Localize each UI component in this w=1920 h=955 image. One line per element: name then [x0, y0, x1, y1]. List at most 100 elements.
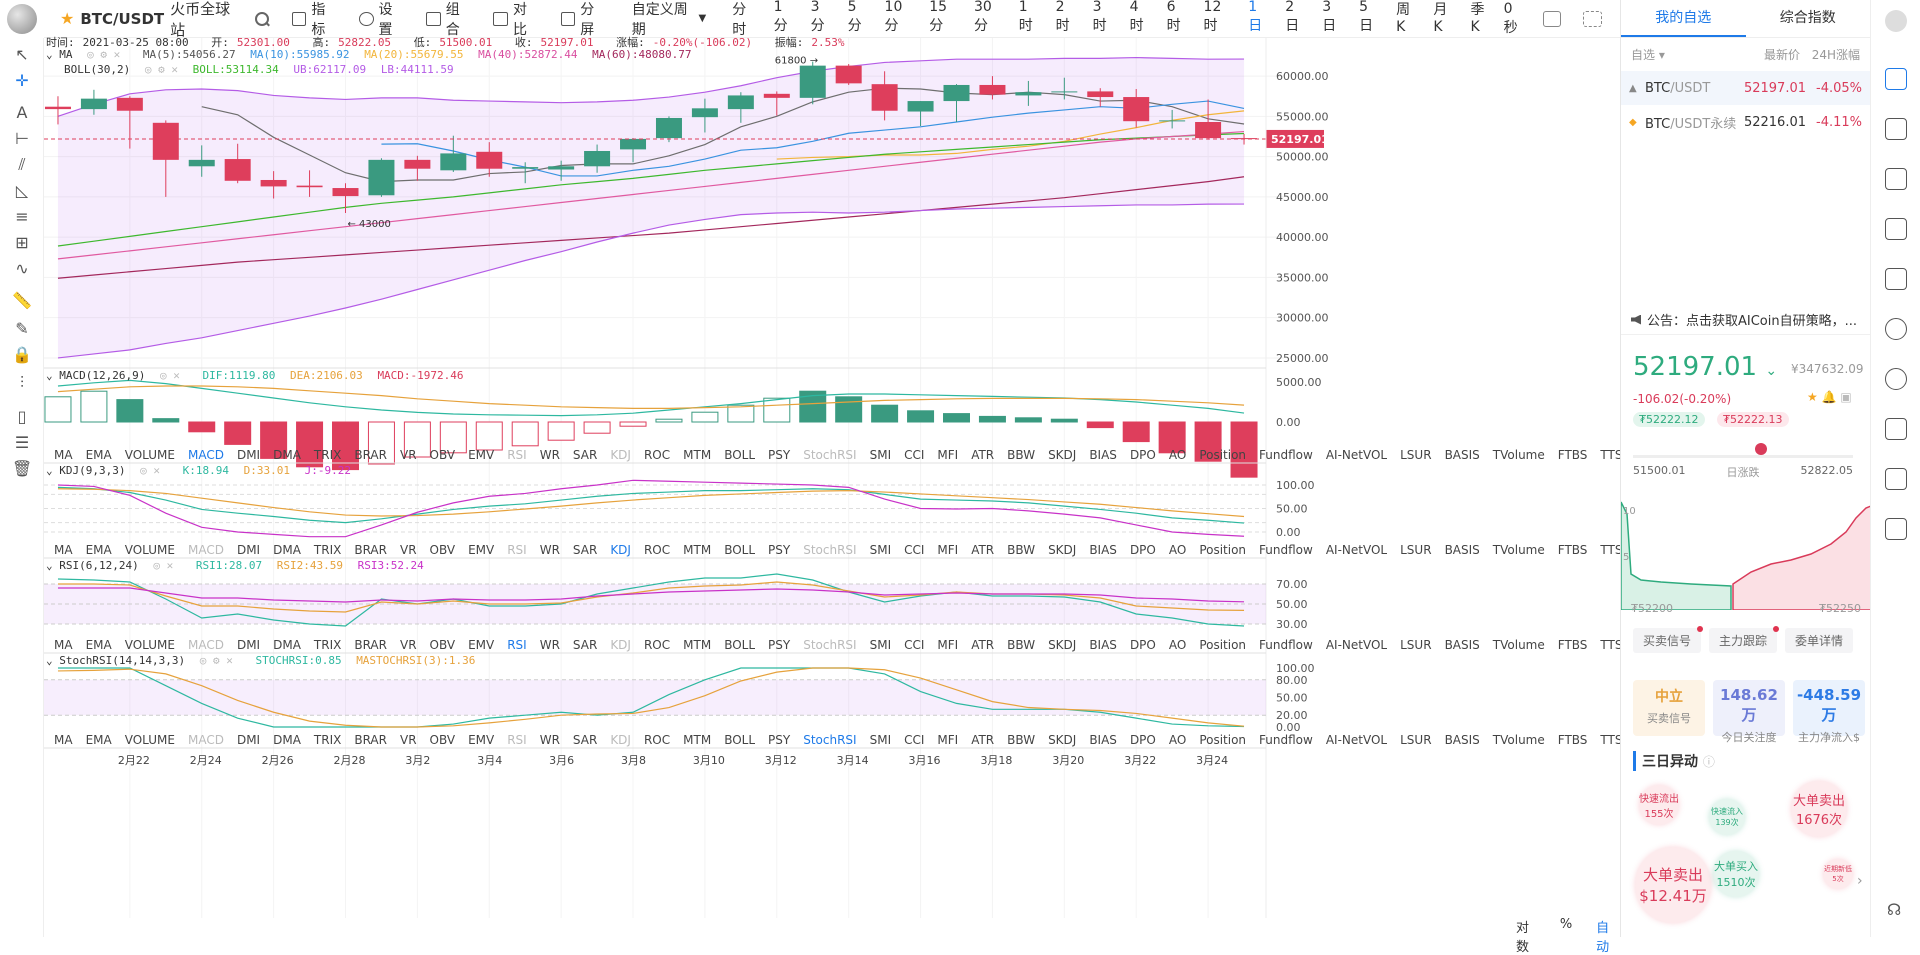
- bubble-big-sell-amount[interactable]: 大单卖出 $12.41万: [1635, 847, 1711, 923]
- stochrsi-legend[interactable]: ⌄ StochRSI(14,14,3,3) ◎ ⚙ ✕ STOCHRSI:0.8…: [46, 654, 476, 667]
- indicator-tab[interactable]: EMA: [85, 733, 112, 747]
- indicator-tab[interactable]: OBV: [429, 448, 456, 462]
- period-tab[interactable]: 2日: [1285, 0, 1300, 34]
- change-column-header[interactable]: 24H涨幅: [1811, 48, 1860, 62]
- rsi-controls-icon[interactable]: ◎ ✕: [153, 559, 174, 572]
- indicator-tab[interactable]: KDJ: [610, 733, 631, 747]
- indicator-tab[interactable]: StochRSI: [803, 638, 857, 652]
- bubble-fast-outflow[interactable]: 快速流出 155次: [1639, 785, 1679, 825]
- indicator-tab[interactable]: RSI: [507, 733, 527, 747]
- period-tab[interactable]: 周K: [1396, 1, 1411, 35]
- chart-area[interactable]: 52197.01 61800 → ← 43000 60000.00 55000.00 50…: [44, 36, 1673, 955]
- indicator-tab[interactable]: EMV: [468, 448, 495, 462]
- indicator-tab[interactable]: SKDJ: [1048, 543, 1077, 557]
- bar-chart-icon[interactable]: [1885, 218, 1907, 240]
- fullscreen-icon[interactable]: [1583, 10, 1602, 27]
- indicator-tab[interactable]: PSY: [768, 733, 791, 747]
- period-tab[interactable]: 3日: [1322, 0, 1337, 34]
- indicator-tab[interactable]: KDJ: [610, 543, 631, 557]
- indicator-tab[interactable]: OBV: [429, 733, 456, 747]
- eye-icon[interactable]: ◎ ⚙ ✕: [87, 48, 121, 61]
- indicator-tab[interactable]: CCI: [904, 543, 925, 557]
- indicator-tab[interactable]: VR: [399, 733, 417, 747]
- indicator-tab[interactable]: FTBS: [1557, 448, 1588, 462]
- indicator-tab[interactable]: DPO: [1129, 543, 1156, 557]
- indicator-tab[interactable]: AO: [1168, 448, 1187, 462]
- period-tab[interactable]: 1时: [1018, 0, 1033, 34]
- indicator-tab[interactable]: DMA: [273, 638, 301, 652]
- indicator-tab[interactable]: BRAR: [354, 638, 387, 652]
- indicator-tab[interactable]: VR: [399, 638, 417, 652]
- indicator-tab[interactable]: SAR: [572, 733, 598, 747]
- indicator-tab[interactable]: RSI: [507, 448, 527, 462]
- search-icon[interactable]: [253, 10, 270, 28]
- tab-my-watchlist[interactable]: 我的自选: [1621, 0, 1746, 37]
- indicator-tab[interactable]: Fundflow: [1259, 448, 1313, 462]
- depth-chart[interactable]: 10 5: [1621, 494, 1871, 610]
- auto-scale-toggle[interactable]: 自动: [1596, 921, 1610, 955]
- indicator-tab[interactable]: TVolume: [1492, 543, 1545, 557]
- indicator-tab[interactable]: MFI: [937, 543, 959, 557]
- indicator-tab[interactable]: SMI: [869, 733, 892, 747]
- indicator-tab[interactable]: BASIS: [1444, 733, 1480, 747]
- indicator-tab[interactable]: PSY: [768, 543, 791, 557]
- indicator-tab[interactable]: TTSI: [1600, 733, 1627, 747]
- percent-toggle[interactable]: %: [1559, 917, 1573, 932]
- indicator-tab[interactable]: ATR: [971, 543, 995, 557]
- indicator-tab[interactable]: BASIS: [1444, 543, 1480, 557]
- indicator-tab[interactable]: EMV: [468, 733, 495, 747]
- indicator-tab[interactable]: MACD: [187, 733, 224, 747]
- wave-tool-icon[interactable]: ∿: [15, 259, 29, 278]
- indicator-tab[interactable]: MACD: [187, 638, 224, 652]
- tab-trade-signal[interactable]: 买卖信号: [1633, 626, 1704, 653]
- indicator-tab[interactable]: AO: [1168, 638, 1187, 652]
- indicator-tab[interactable]: MTM: [683, 733, 712, 747]
- indicator-tab[interactable]: ROC: [643, 638, 671, 652]
- indicator-tab[interactable]: BASIS: [1444, 638, 1480, 652]
- chart-canvas[interactable]: 52197.01 61800 → ← 43000 60000.00 55000.00 50…: [44, 38, 1620, 937]
- info-icon[interactable]: ▣: [1840, 390, 1852, 404]
- period-tab[interactable]: 分时: [732, 1, 747, 38]
- avatar[interactable]: [1885, 10, 1907, 32]
- indicator-tab[interactable]: VOLUME: [124, 733, 175, 747]
- period-tab[interactable]: 6时: [1166, 0, 1181, 34]
- indicator-tab[interactable]: DMI: [236, 448, 261, 462]
- indicator-tab[interactable]: BBW: [1007, 733, 1036, 747]
- indicator-tab[interactable]: SKDJ: [1048, 448, 1077, 462]
- period-tab[interactable]: 1分: [773, 0, 788, 34]
- compass-icon[interactable]: [1885, 368, 1907, 390]
- list-item[interactable]: ▲ BTC/USDT 52197.01 -4.05%: [1621, 71, 1870, 105]
- tab-main-force[interactable]: 主力跟踪: [1709, 626, 1780, 653]
- indicator-tab[interactable]: SAR: [572, 638, 598, 652]
- netflow-card[interactable]: -448.59万 主力净流入$: [1793, 680, 1865, 744]
- indicator-tab[interactable]: AI-NetVOL: [1325, 733, 1388, 747]
- crosshair-icon[interactable]: ✛: [15, 71, 29, 90]
- indicator-tab[interactable]: DPO: [1129, 638, 1156, 652]
- indicator-tab[interactable]: PSY: [768, 638, 791, 652]
- indicator-tab[interactable]: MFI: [937, 638, 959, 652]
- period-tab[interactable]: 15分: [929, 0, 948, 34]
- indicator-tab[interactable]: DMI: [236, 543, 261, 557]
- indicator-tab[interactable]: EMA: [85, 638, 112, 652]
- watchlist-group-dropdown[interactable]: 自选 ▾: [1631, 48, 1665, 62]
- indicator-tab[interactable]: WR: [539, 448, 560, 462]
- indicator-tab[interactable]: DMI: [236, 733, 261, 747]
- stochrsi-controls-icon[interactable]: ◎ ⚙ ✕: [199, 654, 233, 667]
- fib-tool-icon[interactable]: ≡: [15, 207, 29, 226]
- bubble-big-buy[interactable]: 大单买入 1510次: [1713, 851, 1759, 897]
- indicator-tab[interactable]: TVolume: [1492, 448, 1545, 462]
- macd-legend[interactable]: ⌄ MACD(12,26,9) ◎ ✕ DIF:1119.80 DEA:2106…: [46, 369, 464, 382]
- indicator-tab[interactable]: RSI: [507, 638, 527, 652]
- grid-tool-icon[interactable]: ⊞: [15, 233, 29, 252]
- indicator-tab[interactable]: OBV: [429, 638, 456, 652]
- indicator-tab[interactable]: KDJ: [610, 638, 631, 652]
- indicator-tab[interactable]: StochRSI: [803, 543, 857, 557]
- period-tab[interactable]: 30分: [973, 0, 992, 34]
- indicator-tab[interactable]: BBW: [1007, 448, 1036, 462]
- indicator-tab[interactable]: MTM: [683, 448, 712, 462]
- compare-button[interactable]: 对比: [493, 0, 538, 39]
- custom-period-dropdown[interactable]: 自定义周期 ▼: [632, 0, 707, 39]
- indicator-tab[interactable]: TRIX: [313, 448, 342, 462]
- indicator-tab[interactable]: DPO: [1129, 448, 1156, 462]
- indicator-tab[interactable]: EMV: [468, 638, 495, 652]
